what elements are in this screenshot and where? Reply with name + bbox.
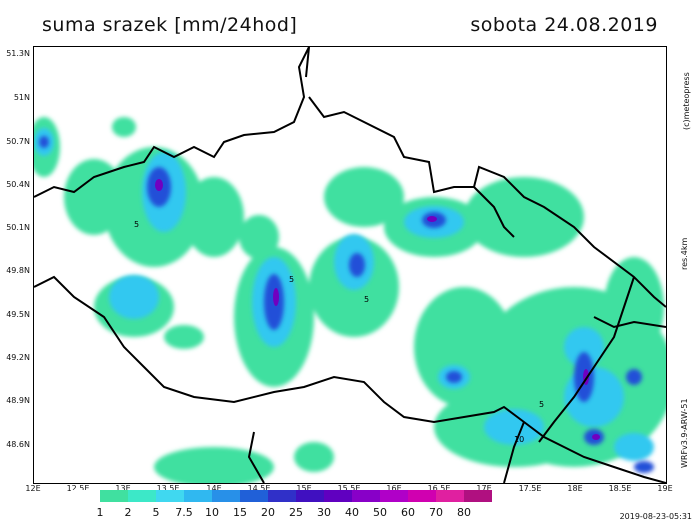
resolution-text: res.4km bbox=[680, 237, 689, 270]
legend-swatch bbox=[184, 490, 212, 502]
contour-label: 5 bbox=[364, 295, 369, 304]
copyright-text: (c)meteopress bbox=[682, 72, 691, 130]
forecast-date: sobota 24.08.2019 bbox=[470, 14, 658, 36]
legend-swatch bbox=[268, 490, 296, 502]
lat-label: 50.7N bbox=[6, 137, 30, 146]
lon-label: 16.5E bbox=[427, 484, 451, 493]
legend-label: 20 bbox=[261, 506, 275, 519]
lat-label: 51N bbox=[13, 93, 30, 102]
legend-label: 25 bbox=[289, 506, 303, 519]
legend-swatch bbox=[212, 490, 240, 502]
legend-swatch bbox=[464, 490, 492, 502]
lat-label: 49.5N bbox=[6, 310, 30, 319]
contour-label: 5 bbox=[289, 275, 294, 284]
legend-label: 30 bbox=[317, 506, 331, 519]
map-title: suma srazek [mm/24hod] bbox=[42, 14, 298, 36]
contour-label: 10 bbox=[514, 435, 524, 444]
legend-label: 2 bbox=[124, 506, 132, 519]
lon-label: 18E bbox=[567, 484, 583, 493]
lat-label: 50.4N bbox=[6, 180, 30, 189]
lon-label: 12.5E bbox=[66, 484, 90, 493]
legend-swatch bbox=[380, 490, 408, 502]
legend-label: 15 bbox=[233, 506, 247, 519]
legend-swatch bbox=[240, 490, 268, 502]
lon-label: 19E bbox=[657, 484, 673, 493]
legend-swatch bbox=[72, 490, 100, 502]
color-legend bbox=[72, 490, 492, 502]
precipitation-map: 5 5 5 5 10 bbox=[33, 46, 667, 484]
legend-swatch bbox=[352, 490, 380, 502]
lat-label: 51.3N bbox=[6, 49, 30, 58]
lon-label: 17.5E bbox=[518, 484, 542, 493]
contour-label: 5 bbox=[134, 220, 139, 229]
legend-swatch bbox=[436, 490, 464, 502]
lon-label: 15E bbox=[296, 484, 312, 493]
lat-label: 49.2N bbox=[6, 353, 30, 362]
lon-label: 17E bbox=[476, 484, 492, 493]
lon-label: 13E bbox=[115, 484, 131, 493]
lon-label: 14E bbox=[206, 484, 222, 493]
legend-swatch bbox=[128, 490, 156, 502]
legend-label: 5 bbox=[152, 506, 160, 519]
model-text: WRFv3.9-ARW-51 bbox=[680, 398, 689, 468]
legend-label: 40 bbox=[345, 506, 359, 519]
timestamp: 2019-08-23-05:31 bbox=[619, 512, 692, 521]
lon-label: 16E bbox=[386, 484, 402, 493]
legend-label: 60 bbox=[401, 506, 415, 519]
legend-swatch bbox=[408, 490, 436, 502]
map-canvas: 5 5 5 5 10 bbox=[34, 47, 666, 483]
lon-label: 12E bbox=[25, 484, 41, 493]
legend-label: 10 bbox=[205, 506, 219, 519]
legend-label: 70 bbox=[429, 506, 443, 519]
lat-label: 50.1N bbox=[6, 223, 30, 232]
legend-label: 7.5 bbox=[175, 506, 193, 519]
lat-label: 49.8N bbox=[6, 266, 30, 275]
legend-swatch bbox=[296, 490, 324, 502]
legend-label: 1 bbox=[96, 506, 104, 519]
legend-swatch bbox=[100, 490, 128, 502]
lon-label: 15.5E bbox=[337, 484, 361, 493]
contour-labels: 5 5 5 5 10 bbox=[134, 220, 544, 444]
legend-swatch bbox=[156, 490, 184, 502]
lat-label: 48.9N bbox=[6, 396, 30, 405]
lon-label: 18.5E bbox=[608, 484, 632, 493]
lon-label: 14.5E bbox=[247, 484, 271, 493]
lat-label: 48.6N bbox=[6, 440, 30, 449]
contour-label: 5 bbox=[539, 400, 544, 409]
country-borders bbox=[34, 47, 666, 483]
legend-label: 80 bbox=[457, 506, 471, 519]
legend-swatch bbox=[324, 490, 352, 502]
legend-label: 50 bbox=[373, 506, 387, 519]
lon-label: 13.5E bbox=[156, 484, 180, 493]
